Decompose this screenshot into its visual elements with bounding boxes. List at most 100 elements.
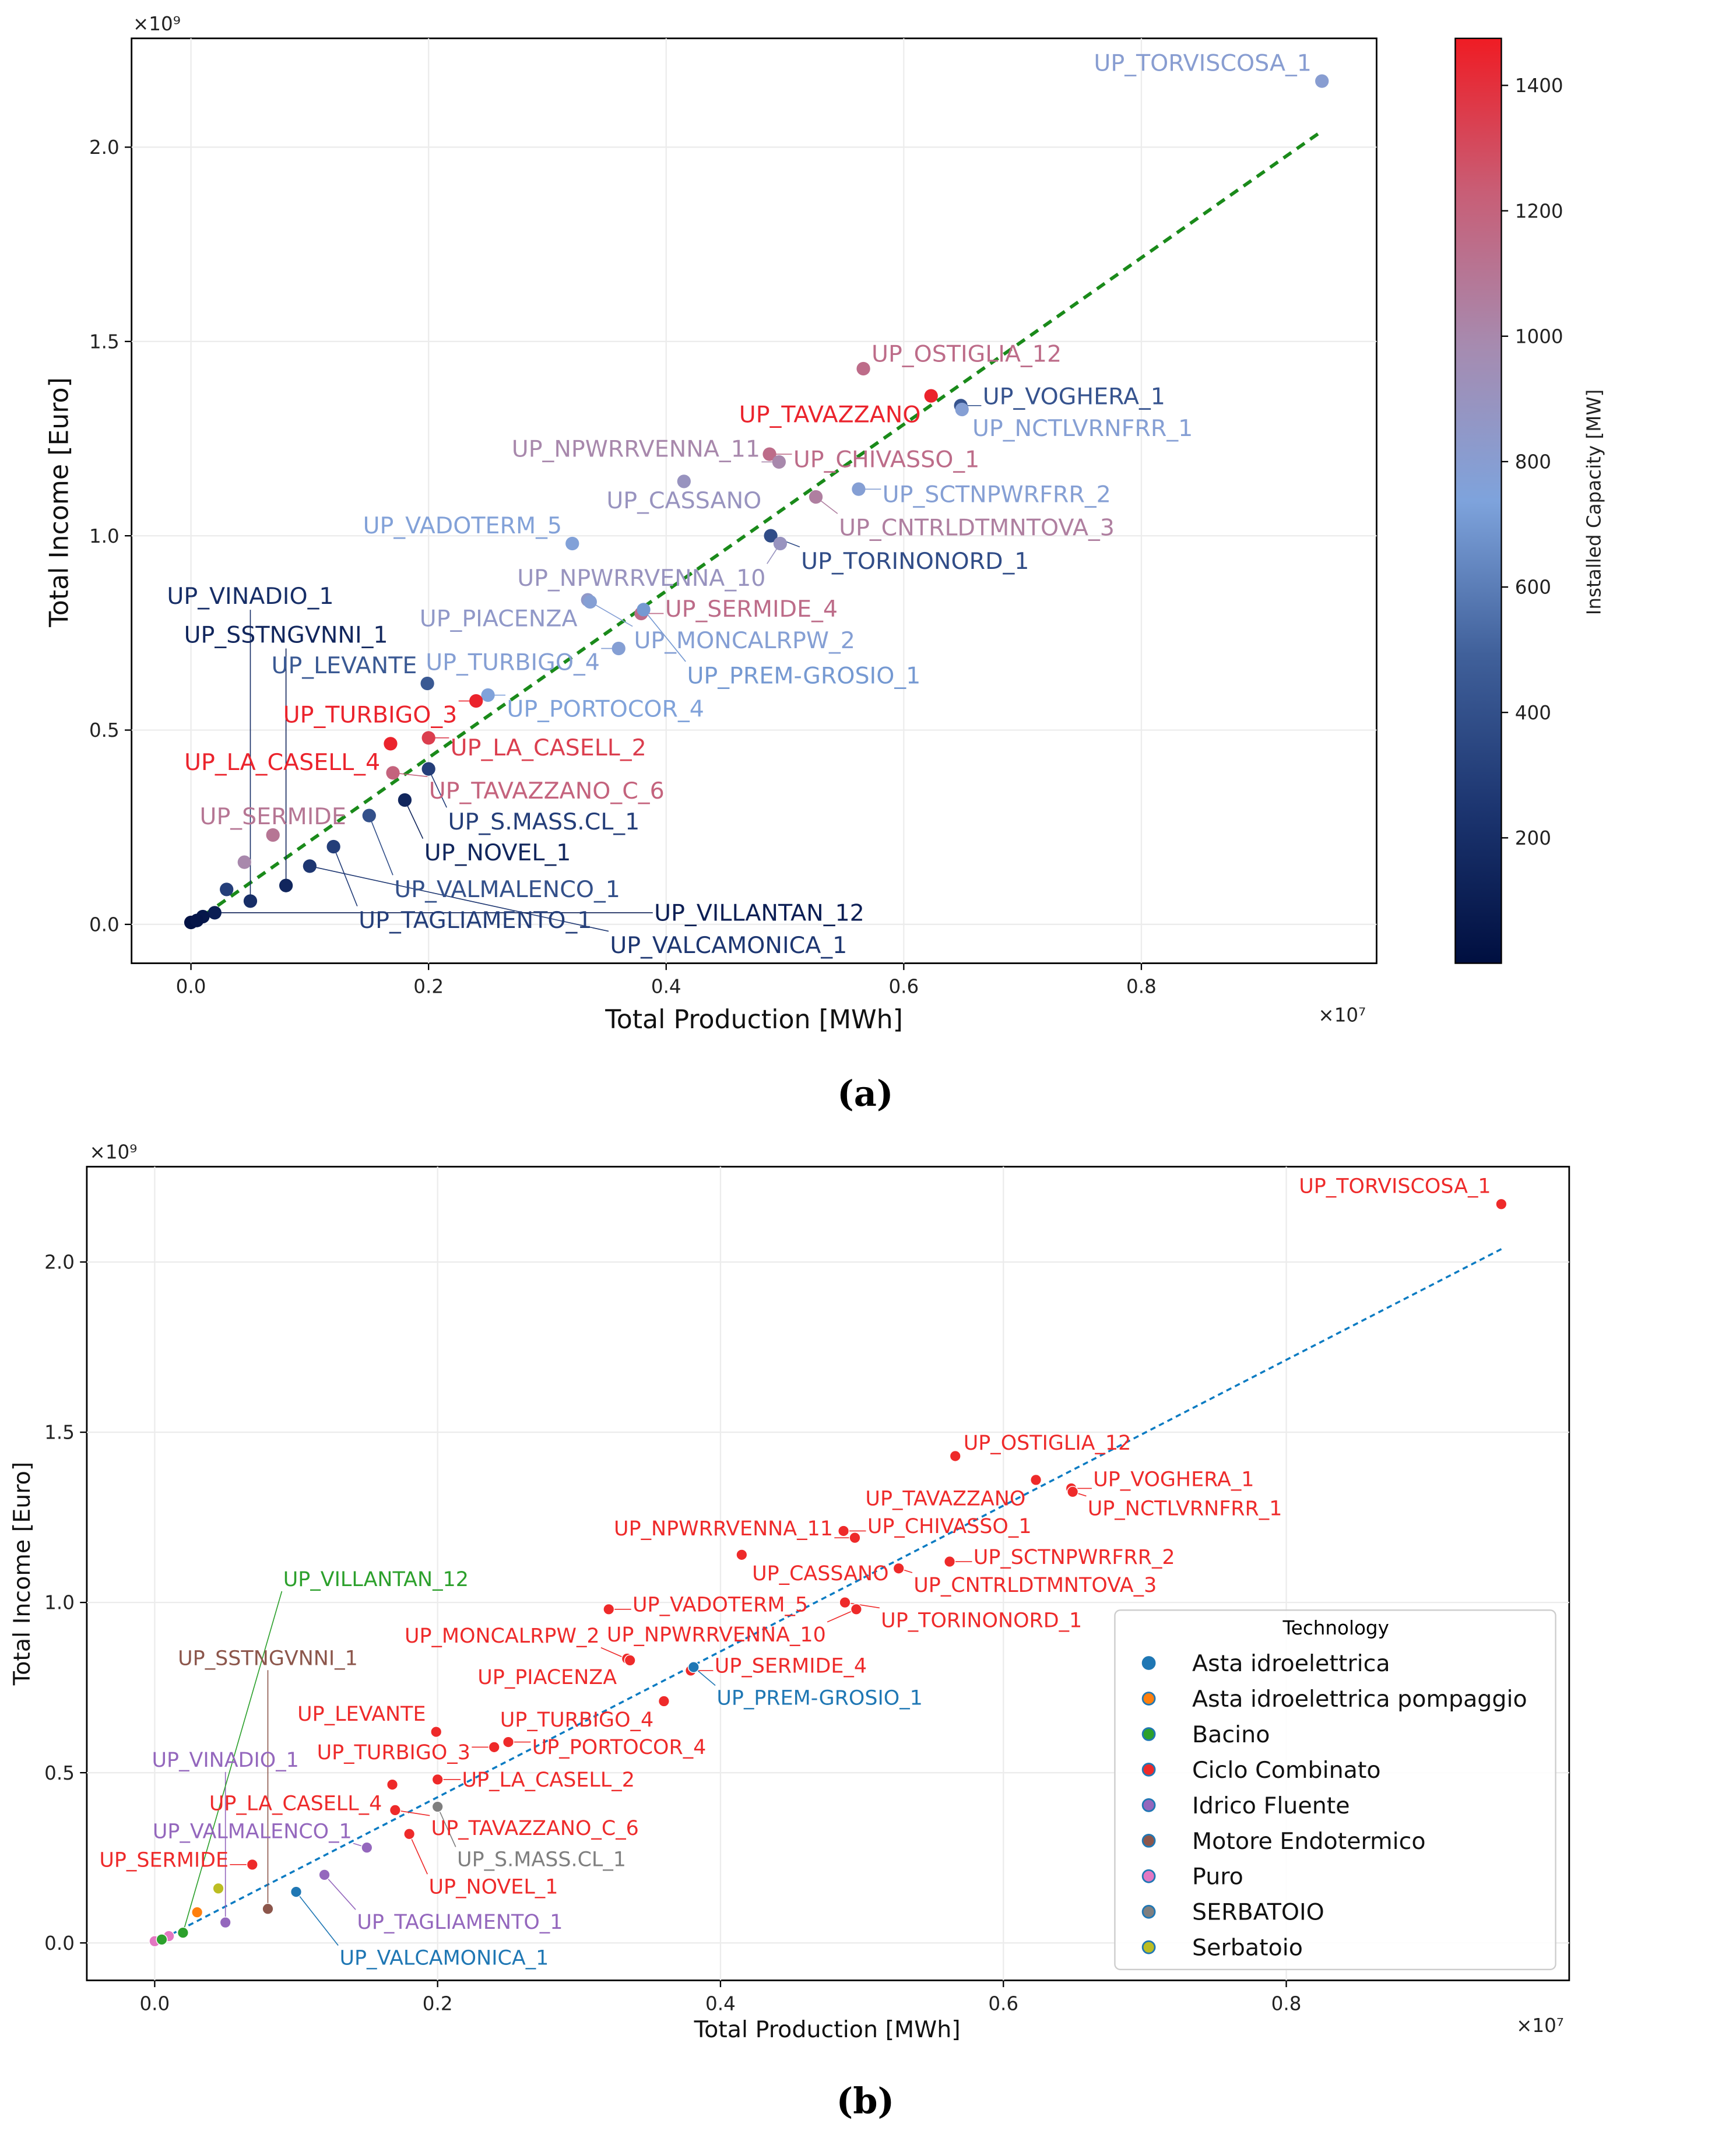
data-point bbox=[736, 1549, 748, 1561]
data-point bbox=[156, 1933, 168, 1946]
data-point bbox=[384, 737, 398, 751]
point-label: UP_PIACENZA bbox=[477, 1666, 617, 1689]
data-point bbox=[772, 455, 786, 469]
legend-label: Puro bbox=[1192, 1864, 1243, 1890]
legend-marker-icon bbox=[1141, 1798, 1156, 1812]
data-point bbox=[398, 793, 412, 807]
data-point bbox=[1067, 1486, 1079, 1498]
x-tick-label: 0.2 bbox=[413, 976, 444, 998]
point-label: UP_TORINONORD_1 bbox=[801, 548, 1029, 575]
legend-item: Serbatoio bbox=[1141, 1935, 1303, 1961]
trend-line bbox=[189, 132, 1320, 926]
legend-item: SERBATOIO bbox=[1141, 1899, 1324, 1926]
label-leader-line bbox=[437, 1806, 456, 1847]
data-point bbox=[565, 536, 579, 551]
point-label: UP_OSTIGLIA_12 bbox=[871, 340, 1062, 367]
point-label: UP_VALMALENCO_1 bbox=[153, 1820, 352, 1844]
data-point bbox=[290, 1886, 303, 1898]
point-label: UP_SERMIDE bbox=[200, 803, 346, 830]
label-leader-line bbox=[845, 1602, 880, 1609]
point-label: UP_PIACENZA bbox=[420, 605, 578, 632]
point-label: UP_SCTNPWRFRR_2 bbox=[974, 1546, 1175, 1569]
data-point bbox=[303, 859, 317, 873]
x-tick-label: 0.6 bbox=[888, 976, 919, 998]
point-label: UP_TORINONORD_1 bbox=[881, 1609, 1082, 1633]
point-label: UP_NCTLVRNFRR_1 bbox=[1088, 1497, 1282, 1521]
data-point bbox=[430, 1726, 442, 1738]
data-point bbox=[279, 878, 293, 892]
data-point bbox=[762, 447, 776, 461]
colorbar-tick-label: 1000 bbox=[1515, 325, 1563, 347]
y-tick-label: 0.5 bbox=[44, 1762, 75, 1784]
data-point bbox=[469, 694, 483, 708]
x-multiplier-a: ×10⁷ bbox=[1318, 1004, 1366, 1026]
data-point bbox=[431, 1801, 444, 1813]
data-point bbox=[246, 1858, 258, 1871]
legend-marker-icon bbox=[1141, 1656, 1156, 1670]
x-tick-label: 0.2 bbox=[423, 1993, 453, 2015]
point-label: UP_SSTNGVNNI_1 bbox=[178, 1647, 358, 1671]
point-label: UP_NPWRRVENNA_10 bbox=[607, 1623, 826, 1647]
point-label: UP_NPWRRVENNA_11 bbox=[512, 435, 760, 462]
data-point bbox=[266, 828, 280, 842]
point-label: UP_PREM-GROSIO_1 bbox=[716, 1687, 922, 1710]
point-label: UP_TURBIGO_3 bbox=[283, 701, 458, 728]
point-label: UP_NOVEL_1 bbox=[429, 1875, 558, 1899]
label-leader-line bbox=[368, 815, 393, 876]
point-label: UP_SSTNGVNNI_1 bbox=[184, 622, 388, 649]
legend-title: Technology bbox=[1282, 1617, 1389, 1639]
point-label: UP_VALCAMONICA_1 bbox=[610, 932, 847, 959]
point-label: UP_CHIVASSO_1 bbox=[793, 446, 979, 473]
legend-item: Asta idroelettrica pompaggio bbox=[1141, 1686, 1527, 1713]
label-leader-line bbox=[409, 1833, 428, 1875]
point-label: UP_VILLANTAN_12 bbox=[283, 1568, 469, 1591]
point-label: UP_VINADIO_1 bbox=[152, 1749, 299, 1772]
x-tick-label: 0.8 bbox=[1271, 1993, 1302, 2015]
point-label: UP_VADOTERM_5 bbox=[632, 1594, 808, 1617]
point-label: UP_NCTLVRNFRR_1 bbox=[972, 415, 1193, 442]
data-point bbox=[220, 883, 234, 897]
point-label: UP_CHIVASSO_1 bbox=[867, 1515, 1032, 1538]
data-point bbox=[850, 1603, 862, 1615]
legend: Technology Asta idroelettrica Asta idroel… bbox=[1114, 1609, 1556, 1970]
legend-marker-icon bbox=[1141, 1869, 1156, 1883]
point-label: UP_CNTRLDTMNTOVA_3 bbox=[913, 1574, 1157, 1597]
data-point bbox=[924, 389, 938, 403]
label-leader-line bbox=[296, 1892, 339, 1946]
legend-item: Asta idroelettrica bbox=[1141, 1650, 1390, 1677]
colorbar-tick-label: 800 bbox=[1515, 451, 1551, 473]
data-point bbox=[637, 603, 651, 617]
point-label: UP_LA_CASELL_4 bbox=[209, 1792, 382, 1815]
point-label: UP_S.MASS.CL_1 bbox=[457, 1848, 626, 1872]
legend-label: Ciclo Combinato bbox=[1192, 1757, 1381, 1784]
legend-label: Asta idroelettrica pompaggio bbox=[1192, 1686, 1527, 1713]
data-point bbox=[219, 1917, 231, 1929]
data-point bbox=[849, 1532, 861, 1544]
data-point bbox=[1495, 1198, 1507, 1210]
point-label: UP_VOGHERA_1 bbox=[1093, 1468, 1254, 1491]
legend-label: Idrico Fluente bbox=[1192, 1792, 1350, 1819]
data-point bbox=[243, 894, 258, 908]
colorbar-tick-label: 1200 bbox=[1515, 200, 1563, 222]
panel-a: 0.0 0.2 0.4 0.6 0.8 0.0 0.5 1.0 1.5 2.0 UP_TORVISC… bbox=[44, 13, 1605, 1115]
y-tick-label: 1.0 bbox=[89, 525, 120, 547]
point-label: UP_PORTOCOR_4 bbox=[532, 1736, 707, 1759]
data-point bbox=[603, 1603, 615, 1615]
point-label: UP_TAGLIAMENTO_1 bbox=[357, 1911, 563, 1934]
data-point bbox=[773, 536, 788, 551]
data-point bbox=[892, 1562, 905, 1574]
point-label: UP_OSTIGLIA_12 bbox=[964, 1432, 1131, 1455]
data-point bbox=[237, 855, 251, 869]
x-multiplier-b: ×10⁷ bbox=[1516, 2015, 1564, 2037]
label-leader-line bbox=[182, 1591, 283, 1933]
colorbar bbox=[1454, 37, 1502, 964]
plot-a-frame bbox=[131, 37, 1377, 964]
x-tick-label: 0.6 bbox=[988, 1993, 1018, 2015]
colorbar-tick-label: 1400 bbox=[1515, 75, 1563, 97]
point-label: UP_CNTRLDTMNTOVA_3 bbox=[839, 515, 1115, 542]
point-label: UP_TORVISCOSA_1 bbox=[1094, 50, 1312, 77]
legend-marker-icon bbox=[1141, 1727, 1156, 1741]
label-leader-line bbox=[643, 609, 686, 662]
data-point bbox=[326, 839, 340, 854]
point-label: UP_LEVANTE bbox=[272, 652, 417, 679]
